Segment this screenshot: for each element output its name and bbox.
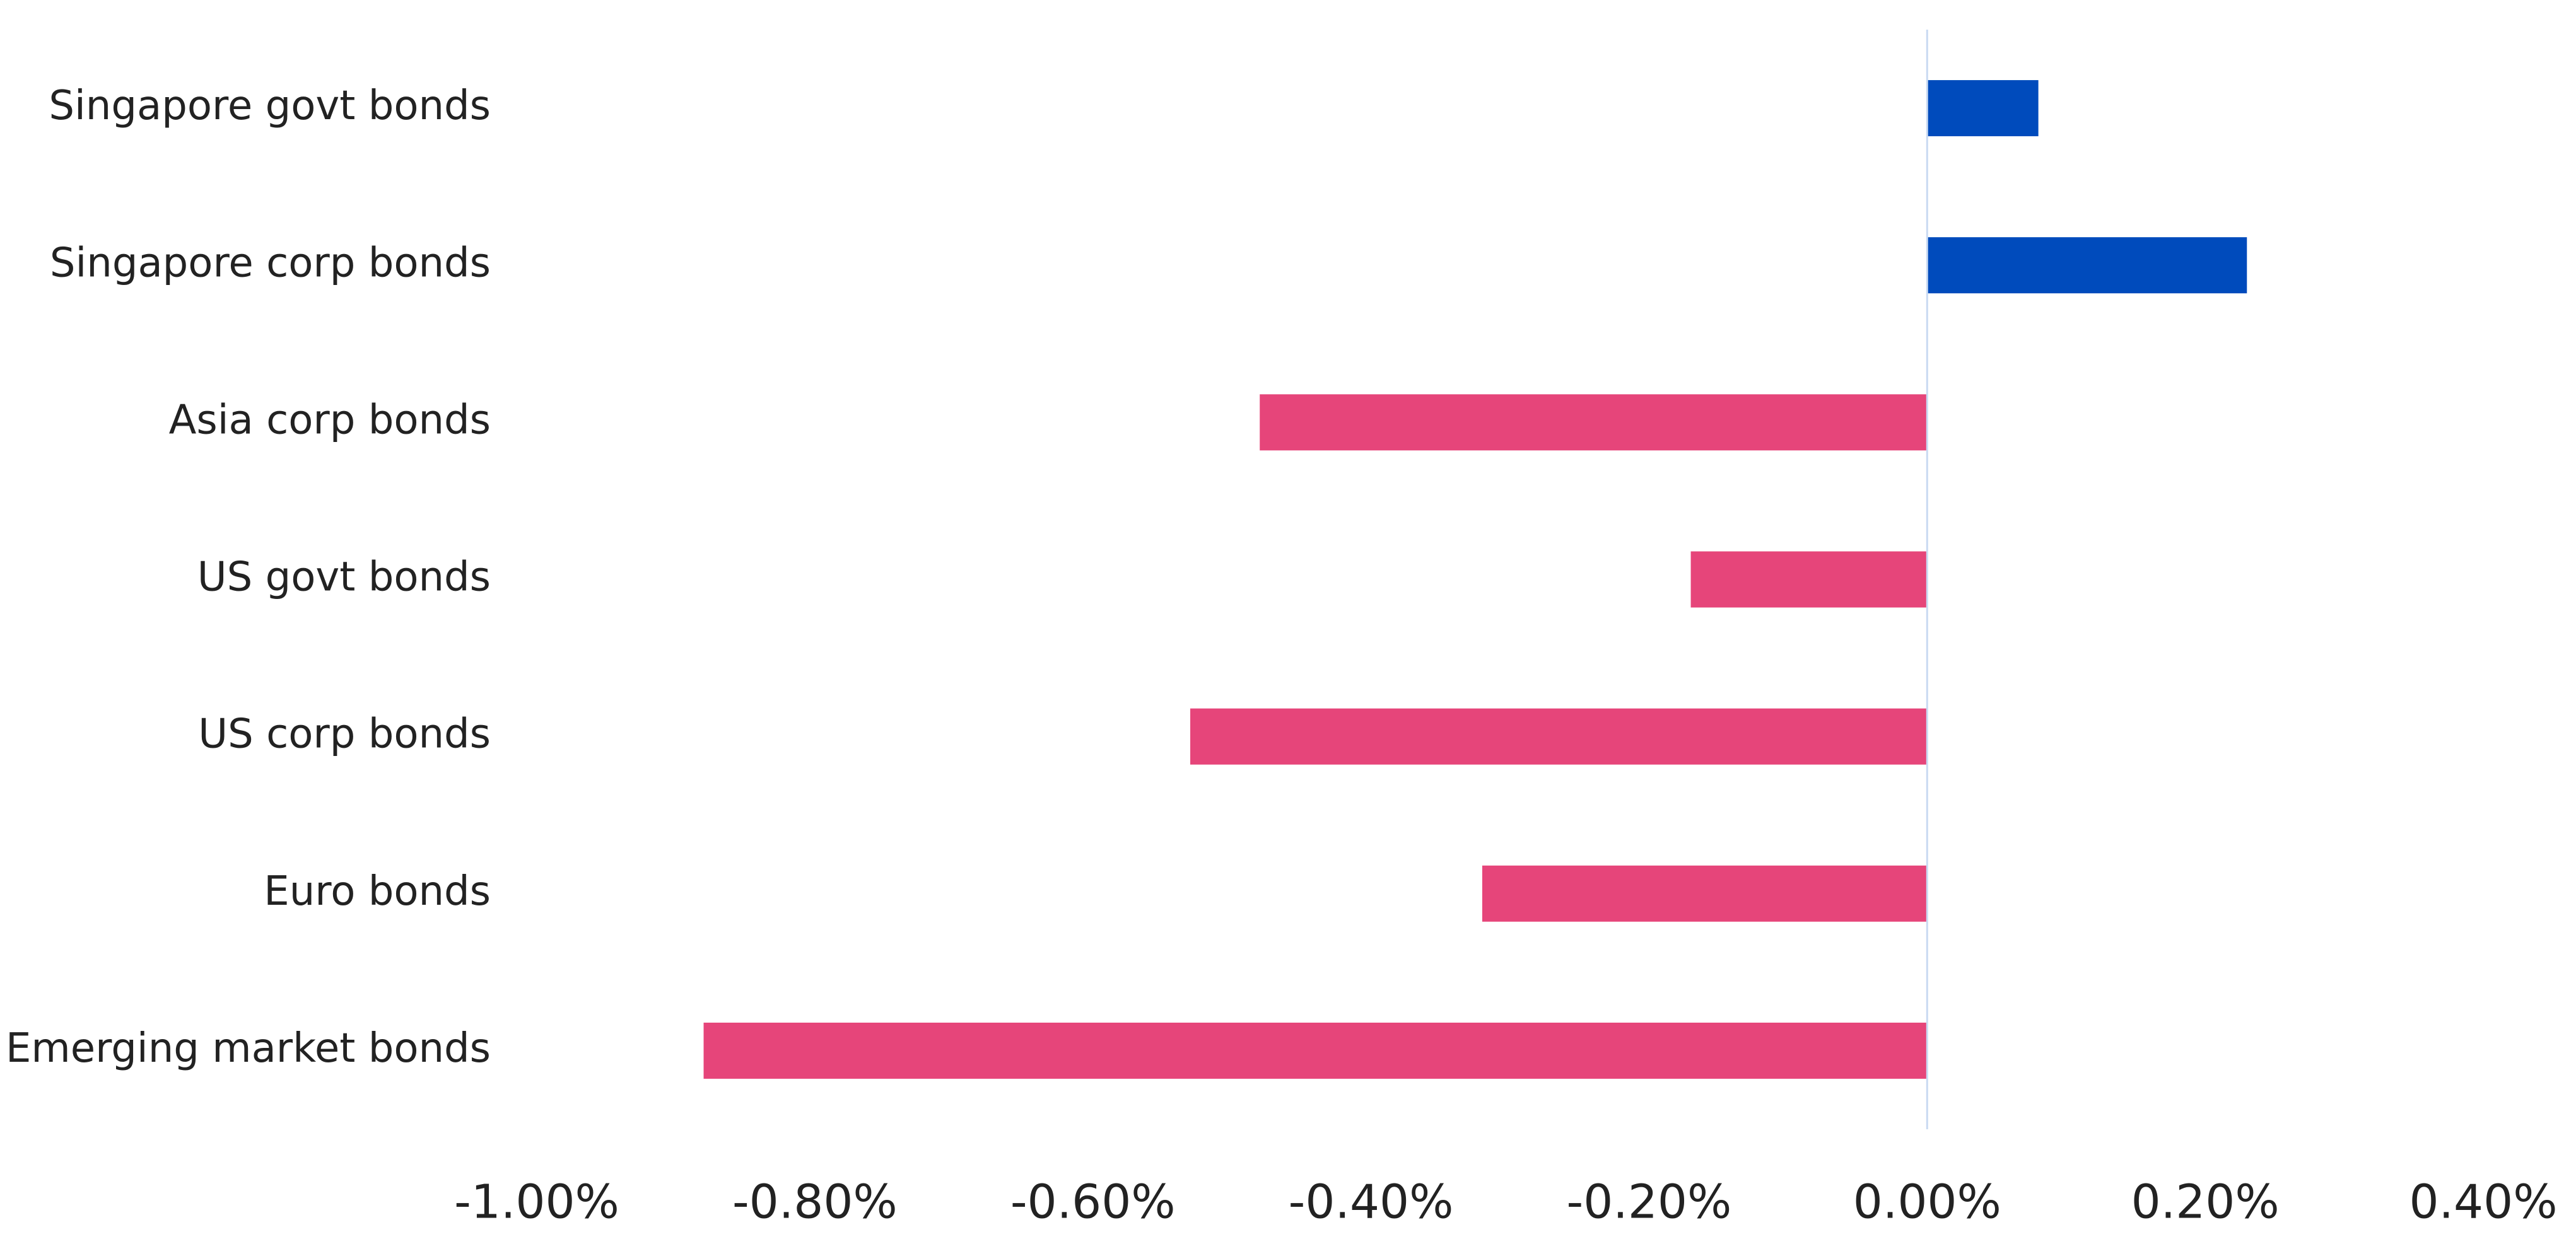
x-tick-label: -0.60%: [1010, 1175, 1176, 1229]
y-tick-label: Asia corp bonds: [169, 397, 491, 443]
y-tick-label: Euro bonds: [264, 868, 491, 915]
y-tick-label: US corp bonds: [198, 711, 491, 758]
y-tick-label: US govt bonds: [197, 554, 491, 601]
y-tick-label: Singapore govt bonds: [49, 83, 491, 129]
x-tick-label: 0.40%: [2409, 1175, 2557, 1229]
x-tick-label: -0.40%: [1289, 1175, 1454, 1229]
bar: [1690, 551, 1928, 608]
x-tick-label: -0.20%: [1567, 1175, 1732, 1229]
bar: [1260, 394, 1928, 451]
bar: [1927, 80, 2039, 137]
x-tick-label: -1.00%: [454, 1175, 619, 1229]
bar: [703, 1022, 1928, 1079]
x-tick-label: 0.00%: [1853, 1175, 2001, 1229]
bar: [1927, 237, 2247, 294]
bar: [1190, 708, 1928, 765]
x-tick-label: 0.20%: [2131, 1175, 2280, 1229]
bar: [1482, 865, 1928, 922]
y-tick-label: Singapore corp bonds: [50, 240, 491, 286]
x-tick-label: -0.80%: [732, 1175, 898, 1229]
y-tick-label: Emerging market bonds: [6, 1025, 491, 1072]
